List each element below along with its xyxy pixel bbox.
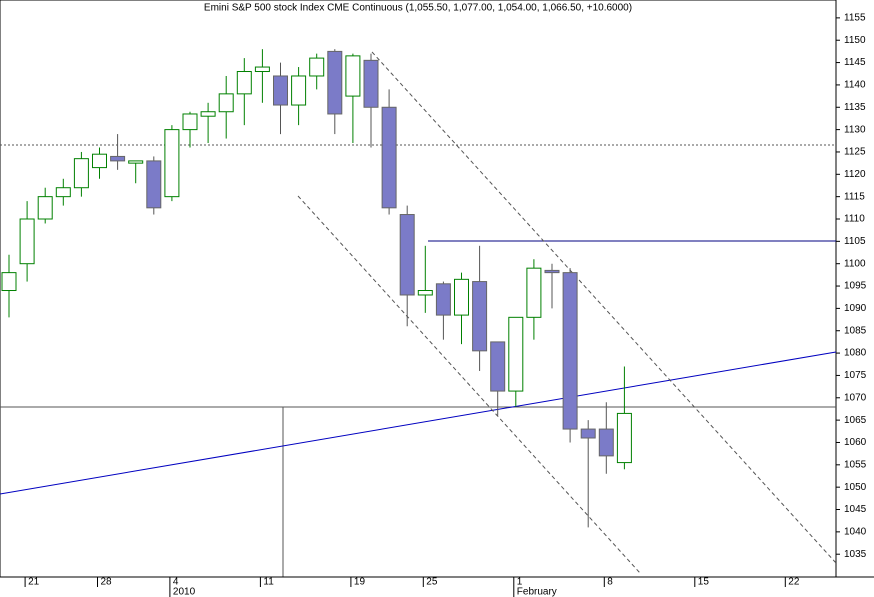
candle-body (1, 272, 17, 292)
candle-body (381, 106, 397, 209)
candle-body (110, 155, 126, 162)
x-tick-label: 1 (517, 577, 523, 588)
x-tick-label: 15 (698, 577, 710, 588)
candle-body (73, 158, 89, 189)
candle-body (92, 153, 107, 169)
channel-line (371, 51, 837, 564)
candle-body (417, 290, 433, 296)
x-period-label: 2010 (173, 587, 196, 597)
y-tick-label: 1060 (844, 437, 867, 448)
candle-body (200, 111, 216, 117)
annotations (0, 51, 837, 577)
candle-body (37, 196, 53, 220)
x-tick-label: 11 (263, 577, 274, 588)
trend-line (0, 351, 837, 495)
x-period-label: February (517, 587, 557, 597)
candle-body (327, 50, 343, 115)
candle-body (435, 283, 451, 316)
candle-body (345, 55, 361, 97)
y-tick-label: 1050 (844, 482, 867, 493)
candle-body (55, 187, 71, 198)
candle-body (472, 281, 488, 352)
candle-body (598, 428, 614, 457)
x-tick-label: 28 (101, 577, 113, 588)
x-tick-label: 25 (426, 577, 438, 588)
y-tick-label: 1065 (844, 415, 867, 426)
y-tick-label: 1095 (844, 281, 867, 292)
y-tick-label: 1135 (844, 102, 866, 113)
y-tick-label: 1140 (844, 80, 866, 91)
candle-body (273, 75, 288, 106)
y-tick-label: 1090 (844, 303, 867, 314)
candle-body (164, 129, 180, 198)
y-tick-label: 1155 (844, 13, 866, 24)
y-tick-label: 1040 (844, 526, 867, 537)
y-tick-label: 1035 (844, 549, 867, 560)
candle-body (128, 160, 144, 164)
chart-title: Emini S&P 500 stock Index CME Continuous… (204, 3, 632, 14)
y-tick-label: 1045 (844, 504, 867, 515)
candle-body (399, 214, 415, 296)
candle-body (526, 267, 542, 318)
candle-body (309, 57, 325, 77)
channel-line (297, 195, 641, 574)
candle-body (508, 316, 524, 392)
y-tick-label: 1075 (844, 370, 867, 381)
candle-body (363, 59, 379, 108)
y-tick-label: 1100 (844, 258, 866, 269)
y-tick-label: 1145 (844, 57, 866, 68)
candle-body (146, 160, 162, 209)
y-tick-label: 1120 (844, 169, 866, 180)
candle-body (562, 272, 578, 430)
y-tick-label: 1085 (844, 325, 867, 336)
y-tick-label: 1130 (844, 124, 866, 135)
x-tick-label: 4 (173, 577, 179, 588)
candle-body (254, 66, 270, 73)
candle-body (454, 278, 469, 316)
candle-body (236, 71, 252, 95)
candle-body (291, 75, 307, 106)
y-tick-label: 1055 (844, 459, 867, 470)
y-tick-label: 1125 (844, 147, 866, 158)
candle-body (616, 412, 632, 464)
candle-body (19, 218, 35, 265)
y-tick-label: 1115 (844, 191, 865, 202)
candle-body (218, 93, 234, 113)
plot-area (0, 0, 837, 578)
y-tick-label: 1150 (844, 35, 866, 46)
y-tick-label: 1070 (844, 392, 867, 403)
y-tick-label: 1110 (844, 214, 865, 225)
candle-body (544, 269, 560, 274)
x-tick-label: 21 (28, 577, 40, 588)
candle-body (490, 341, 506, 392)
y-tick-label: 1105 (844, 236, 866, 247)
y-tick-label: 1080 (844, 348, 867, 359)
candle-body (182, 113, 198, 131)
candle-body (580, 428, 596, 439)
x-tick-label: 19 (354, 577, 366, 588)
x-tick-label: 22 (788, 577, 800, 588)
x-tick-label: 8 (607, 577, 613, 588)
